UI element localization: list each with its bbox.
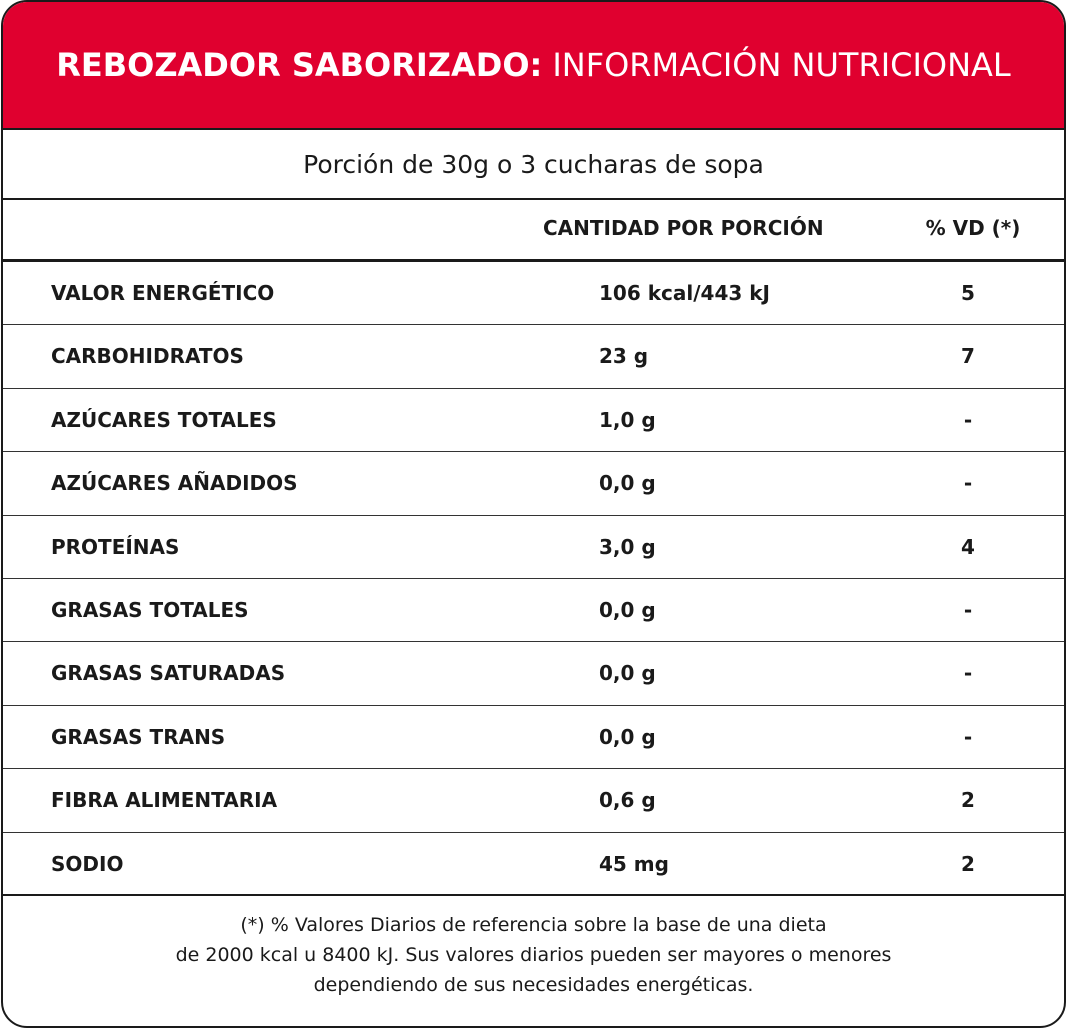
daily-value-footnote: (*) % Valores Diarios de referencia sobr…	[3, 910, 1064, 1000]
nutrient-amount: 0,0 g	[599, 724, 656, 749]
nutrient-amount: 0,0 g	[599, 597, 656, 622]
nutrient-daily-value: 5	[961, 281, 975, 305]
nutrient-table: VALOR ENERGÉTICO 106 kcal/443 kJ 5 CARBO…	[3, 262, 1064, 896]
nutrient-name: GRASAS TOTALES	[51, 597, 249, 622]
portion-size: Porción de 30g o 3 cucharas de sopa	[3, 130, 1064, 200]
nutrient-name: FIBRA ALIMENTARIA	[51, 788, 278, 813]
column-headers: CANTIDAD POR PORCIÓN % VD (*)	[3, 200, 1064, 262]
nutrient-row: GRASAS TRANS 0,0 g -	[3, 706, 1064, 770]
header-banner: REBOZADOR SABORIZADO: INFORMACIÓN NUTRIC…	[3, 2, 1064, 130]
nutrient-row: GRASAS TOTALES 0,0 g -	[3, 579, 1064, 643]
nutrient-daily-value: -	[963, 597, 973, 622]
footnote-line: dependiendo de sus necesidades energétic…	[313, 974, 754, 996]
nutrient-row: FIBRA ALIMENTARIA 0,6 g 2	[3, 769, 1064, 833]
nutrient-name: CARBOHIDRATOS	[51, 344, 244, 369]
nutrient-name: GRASAS SATURADAS	[51, 661, 286, 686]
nutrient-daily-value: 4	[961, 534, 975, 559]
nutrient-daily-value: -	[963, 407, 973, 432]
nutrient-amount: 1,0 g	[599, 407, 656, 432]
nutrient-amount: 0,0 g	[599, 661, 656, 686]
product-name: REBOZADOR SABORIZADO:	[56, 46, 543, 84]
nutrient-daily-value: 2	[961, 788, 975, 813]
nutrient-row: CARBOHIDRATOS 23 g 7	[3, 325, 1064, 389]
nutrient-amount: 23 g	[599, 344, 649, 369]
nutrient-daily-value: -	[963, 661, 973, 686]
nutrient-row: VALOR ENERGÉTICO 106 kcal/443 kJ 5	[3, 262, 1064, 326]
footnote-line: (*) % Valores Diarios de referencia sobr…	[240, 914, 827, 936]
nutrient-amount: 0,6 g	[599, 788, 656, 813]
header-title: INFORMACIÓN NUTRICIONAL	[552, 46, 1011, 84]
nutrient-row: AZÚCARES TOTALES 1,0 g -	[3, 389, 1064, 453]
nutrient-name: AZÚCARES TOTALES	[51, 407, 277, 432]
nutrient-amount: 45 mg	[599, 851, 669, 876]
nutrient-daily-value: -	[963, 471, 973, 496]
nutrient-amount: 106 kcal/443 kJ	[599, 281, 770, 305]
nutrient-name: AZÚCARES AÑADIDOS	[51, 471, 298, 496]
nutrient-name: VALOR ENERGÉTICO	[51, 281, 275, 305]
footnote-line: de 2000 kcal u 8400 kJ. Sus valores diar…	[175, 944, 892, 966]
nutrient-daily-value: 7	[961, 344, 975, 369]
daily-value-column-header: % VD (*)	[925, 216, 1021, 240]
nutrient-amount: 3,0 g	[599, 534, 656, 559]
nutrient-row: SODIO 45 mg 2	[3, 833, 1064, 896]
nutrient-daily-value: -	[963, 724, 973, 749]
nutrient-row: AZÚCARES AÑADIDOS 0,0 g -	[3, 452, 1064, 516]
nutrient-row: GRASAS SATURADAS 0,0 g -	[3, 642, 1064, 706]
nutrient-name: GRASAS TRANS	[51, 724, 226, 749]
nutrient-amount: 0,0 g	[599, 471, 656, 496]
nutrient-row: PROTEÍNAS 3,0 g 4	[3, 516, 1064, 579]
nutrient-name: SODIO	[51, 851, 124, 876]
nutrient-name: PROTEÍNAS	[51, 534, 180, 559]
nutrient-daily-value: 2	[961, 851, 975, 876]
amount-column-header: CANTIDAD POR PORCIÓN	[543, 216, 824, 240]
